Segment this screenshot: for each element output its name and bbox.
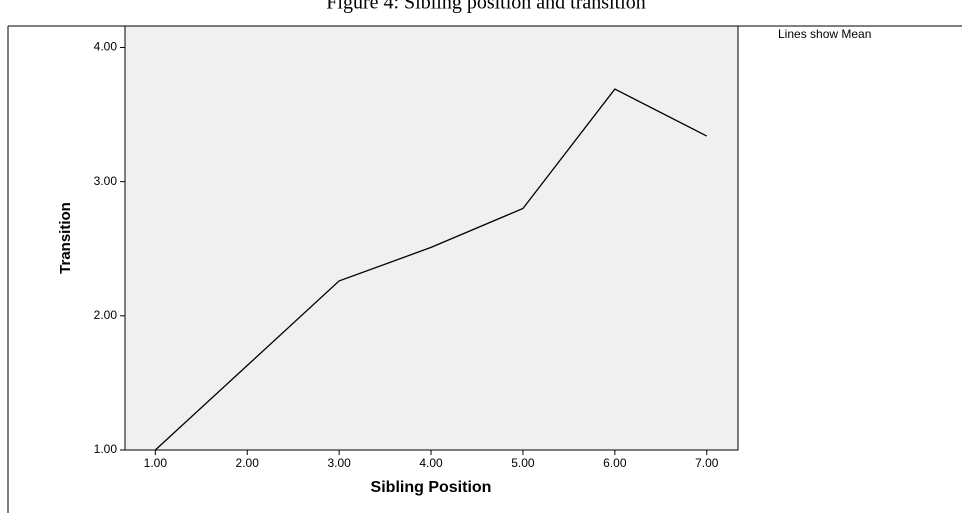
y-tick-label: 3.00 [94,174,118,188]
x-tick-label: 4.00 [419,456,443,470]
plot-area [124,25,739,451]
annotation: Lines show Mean [778,27,871,41]
y-tick-label: 2.00 [94,308,118,322]
x-tick-label: 2.00 [236,456,260,470]
x-tick-label: 1.00 [144,456,168,470]
x-tick-label: 5.00 [511,456,535,470]
x-axis-label: Sibling Position [371,479,492,496]
x-tick-label: 3.00 [327,456,351,470]
y-tick-label: 4.00 [94,40,118,54]
chart-title: Figure 4: Sibling position and transitio… [326,0,645,14]
y-axis-label: Transition [57,202,74,274]
x-tick-label: 7.00 [695,456,719,470]
x-tick-label: 6.00 [603,456,627,470]
line [154,88,708,451]
y-tick-label: 1.00 [94,442,118,456]
